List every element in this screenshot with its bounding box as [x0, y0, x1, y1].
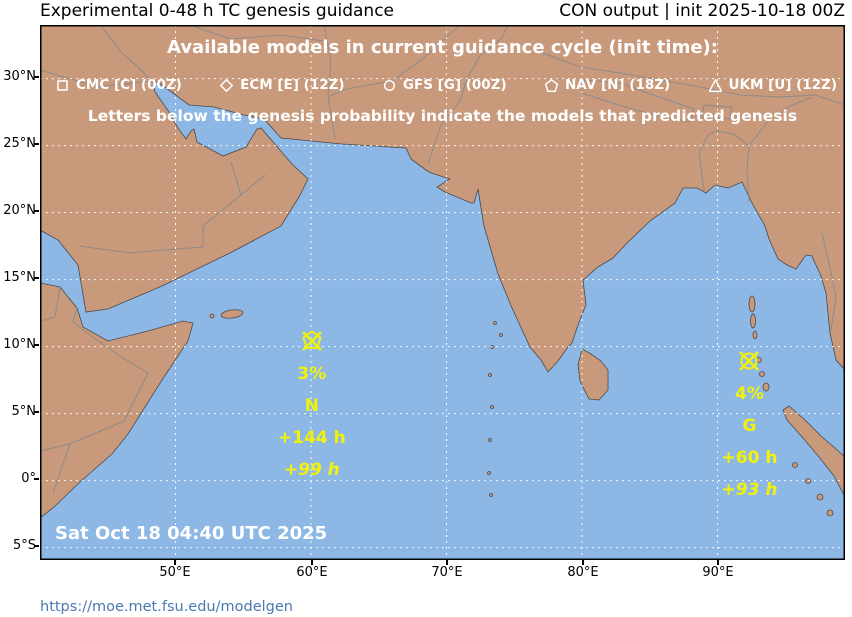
axis-tick — [34, 277, 39, 279]
axis-tick — [717, 560, 719, 565]
axis-tick — [174, 560, 176, 565]
island-sri-lanka — [577, 348, 609, 401]
source-url-link[interactable]: https://moe.met.fsu.edu/modelgen — [40, 599, 293, 615]
genesis-models: N — [304, 395, 319, 416]
nav-pentagon-icon — [544, 78, 558, 92]
landmass-africa — [40, 282, 194, 519]
axis-tick — [582, 560, 584, 565]
lon-tick-label: 70°E — [431, 565, 463, 580]
lat-tick-label: 10°N — [3, 337, 36, 352]
legend-item-ecm: ECM [E] (12Z) — [220, 77, 345, 93]
axis-tick — [34, 76, 39, 78]
andaman-nicobar-islands — [748, 295, 770, 392]
overlay-title: Available models in current guidance cyc… — [167, 37, 718, 58]
axis-tick — [34, 344, 39, 346]
island-sumatra — [782, 405, 845, 498]
axis-tick — [34, 143, 39, 145]
axis-tick — [446, 560, 448, 565]
cmc-square-icon — [57, 79, 68, 91]
island-socotra — [220, 309, 244, 319]
lon-tick-label: 50°E — [159, 565, 191, 580]
genesis-marker-x-pentagon-icon — [301, 330, 322, 351]
legend-item-ukm: UKM [U] (12Z) — [708, 77, 837, 93]
genesis-lead-time: +144 h — [277, 427, 346, 448]
model-legend: CMC [C] (00Z) ECM [E] (12Z) GFS [G] (00Z… — [40, 73, 845, 97]
lon-tick-label: 80°E — [567, 565, 599, 580]
lon-tick-label: 60°E — [296, 565, 328, 580]
legend-label: UKM [U] (12Z) — [728, 77, 837, 93]
axis-tick — [34, 210, 39, 212]
axis-tick — [311, 560, 313, 565]
genesis-probability: 3% — [297, 363, 327, 384]
genesis-probability: 4% — [735, 384, 764, 405]
axis-tick — [34, 545, 39, 547]
init-cycle-label: CON output | init 2025-10-18 00Z — [559, 1, 845, 21]
genesis-marker-x-circle-icon — [739, 351, 760, 371]
genesis-point: 3% N +144 h +99 h — [252, 328, 372, 486]
basemap — [40, 25, 845, 560]
lat-tick-label: 20°N — [3, 203, 36, 218]
sumatra-offshore-islands — [792, 462, 834, 517]
figure-title: Experimental 0-48 h TC genesis guidance — [40, 1, 394, 21]
legend-note: Letters below the genesis probability in… — [87, 107, 798, 125]
legend-label: GFS [G] (00Z) — [402, 77, 507, 93]
lat-tick-label: 25°N — [3, 136, 36, 151]
valid-timestamp: Sat Oct 18 04:40 UTC 2025 — [55, 523, 328, 544]
ukm-triangle-icon — [708, 78, 722, 92]
lat-tick-label: 15°N — [3, 270, 36, 285]
legend-item-cmc: CMC [C] (00Z) — [56, 77, 182, 93]
legend-label: ECM [E] (12Z) — [240, 77, 345, 93]
genesis-lead-time-consensus: +93 h — [721, 480, 778, 501]
legend-item-gfs: GFS [G] (00Z) — [383, 77, 507, 93]
map-canvas: Available models in current guidance cyc… — [40, 25, 845, 560]
lat-tick-label: 5°S — [12, 538, 36, 553]
map-frame — [40, 25, 845, 560]
genesis-lead-time: +60 h — [721, 448, 778, 469]
lat-tick-label: 5°N — [11, 404, 37, 419]
axis-tick — [34, 478, 39, 480]
genesis-lead-time-consensus: +99 h — [283, 459, 340, 480]
legend-label: CMC [C] (00Z) — [76, 77, 182, 93]
legend-item-nav: NAV [N] (18Z) — [544, 77, 671, 93]
lon-tick-label: 90°E — [702, 565, 734, 580]
gfs-circle-icon — [383, 79, 395, 91]
axis-tick — [34, 411, 39, 413]
graticule — [40, 25, 845, 560]
ecm-diamond-icon — [220, 78, 234, 92]
lat-tick-label: 0° — [21, 471, 36, 486]
islet — [209, 313, 215, 319]
genesis-point: 4% G +60 h +93 h — [689, 348, 809, 506]
genesis-models: G — [742, 416, 757, 437]
lat-tick-label: 30°N — [3, 69, 36, 84]
legend-label: NAV [N] (18Z) — [564, 77, 671, 93]
